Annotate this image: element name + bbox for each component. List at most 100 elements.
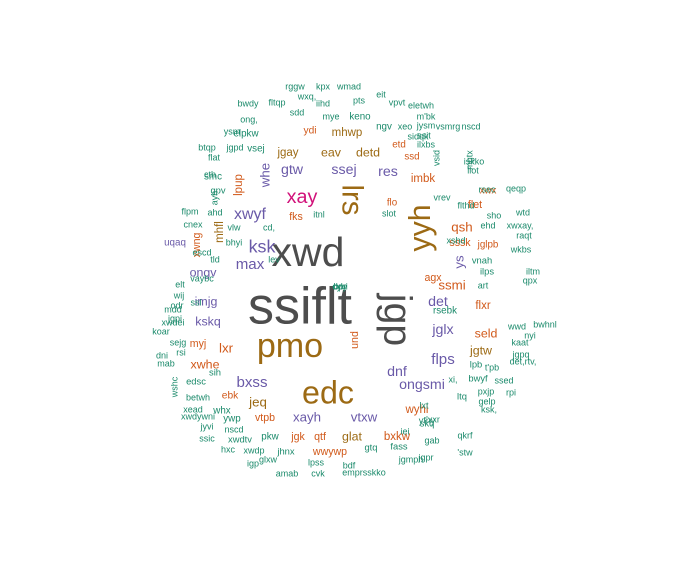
word-82: gtq	[364, 441, 377, 452]
word-161: nyi	[524, 330, 536, 340]
word-60: vtpb	[255, 412, 275, 424]
word-134: pts	[353, 95, 366, 105]
word-99: jgmph	[398, 454, 424, 464]
word-73: lpb	[470, 358, 483, 369]
word-162: bwhnl	[533, 319, 557, 329]
word-95: ahd	[207, 207, 222, 217]
word-181: tld	[210, 254, 220, 264]
word-145: nscd	[461, 121, 480, 131]
word-29: kskq	[195, 314, 221, 328]
word-74: bwyf	[468, 372, 488, 383]
word-26: jeq	[248, 395, 267, 410]
word-98: slot	[382, 208, 397, 218]
word-116: xwdei	[161, 317, 184, 327]
word-42: lpup	[233, 174, 245, 196]
word-94: sho	[487, 210, 502, 220]
word-109: betwh	[186, 392, 210, 402]
word-89: gpv	[210, 184, 225, 195]
word-40: jgay	[276, 147, 298, 159]
word-19: res	[378, 164, 398, 180]
word-55: ydi	[303, 126, 316, 137]
word-46: sssk	[449, 237, 471, 249]
word-86: lpss	[308, 457, 325, 467]
word-34: wyhi	[404, 404, 428, 416]
word-192: iei	[400, 426, 409, 436]
word-68: keno	[349, 112, 371, 123]
word-92: ehd	[480, 220, 495, 230]
word-33: jgtw	[469, 343, 492, 357]
word-10: bxss	[236, 374, 267, 391]
word-103: xwdp	[243, 445, 264, 455]
word-123: flpm	[181, 206, 198, 216]
word-184: lev	[268, 254, 280, 264]
word-115: koar	[152, 326, 170, 336]
word-111: mab	[157, 358, 175, 368]
word-22: whe	[258, 163, 273, 188]
word-142: m'bk	[417, 111, 436, 121]
word-129: ong,	[240, 114, 258, 124]
word-8: ksk	[249, 237, 276, 257]
word-180: igp	[247, 458, 259, 468]
word-124: flat	[208, 152, 221, 162]
word-77: pkw	[261, 432, 279, 443]
word-52: agx	[424, 272, 442, 284]
word-16: jglx	[431, 322, 453, 338]
word-106: jyvi	[200, 421, 214, 431]
word-13: dnf	[387, 364, 407, 380]
word-47: und	[349, 331, 361, 349]
word-122: cnex	[183, 219, 203, 229]
word-153: rsec	[478, 184, 496, 194]
word-35: glat	[342, 429, 363, 443]
word-21: vtxw	[351, 410, 378, 425]
word-147: xeo	[398, 121, 413, 131]
word-141: eletwh	[408, 100, 434, 110]
word-128: ysm	[224, 126, 241, 136]
word-127: jgpd	[225, 142, 243, 152]
word-119: elt	[175, 279, 185, 289]
word-133: iihd	[316, 98, 330, 108]
word-59: jgk	[290, 431, 305, 443]
word-39: mhwp	[332, 127, 363, 139]
word-69: mye	[322, 111, 339, 121]
word-168: ssed	[494, 375, 513, 385]
word-75: ltq	[457, 390, 467, 401]
word-67: ngv	[376, 122, 392, 133]
word-166: t'pb	[485, 362, 499, 372]
word-187: xi,	[449, 374, 458, 384]
word-61: ebk	[222, 391, 239, 402]
word-165: jgpq	[511, 349, 529, 359]
word-91: mgtx	[464, 150, 474, 170]
word-150: vsid	[431, 150, 441, 166]
word-78: whx	[212, 406, 231, 417]
word-84: sih	[209, 366, 221, 377]
word-163: wwd	[507, 321, 526, 331]
word-56: ssd	[404, 152, 419, 163]
word-9: xwyf	[234, 206, 267, 223]
word-100: glxw	[259, 454, 278, 464]
word-175: jgpr	[417, 452, 433, 462]
word-125: cth	[204, 169, 216, 179]
word-194: ddy	[333, 281, 348, 291]
word-31: ongv	[190, 265, 218, 279]
word-114: sejg	[170, 337, 187, 347]
word-63: uqaq	[164, 238, 186, 249]
word-169: pxjp	[478, 386, 495, 396]
word-101: cvk	[311, 468, 325, 478]
word-151: iskko	[464, 156, 485, 166]
word-2: jgp	[376, 293, 419, 346]
word-17: ssej	[331, 162, 356, 178]
word-138: wxq,	[297, 91, 317, 101]
word-65: elpkw	[233, 129, 259, 140]
word-174: 'stw	[457, 447, 473, 457]
word-1: xwd	[272, 229, 345, 275]
word-7: xay	[287, 186, 318, 208]
word-167: det,rtv,	[510, 356, 537, 366]
word-88: bdf	[343, 460, 356, 470]
word-90: xshd	[446, 235, 465, 245]
word-156: xwxay,	[507, 220, 534, 230]
word-38: detd	[356, 145, 380, 159]
word-36: bxkw	[384, 431, 411, 443]
word-117: jgpi	[167, 313, 182, 323]
word-110: wshc	[169, 376, 179, 398]
word-172: ksk,	[481, 404, 497, 414]
